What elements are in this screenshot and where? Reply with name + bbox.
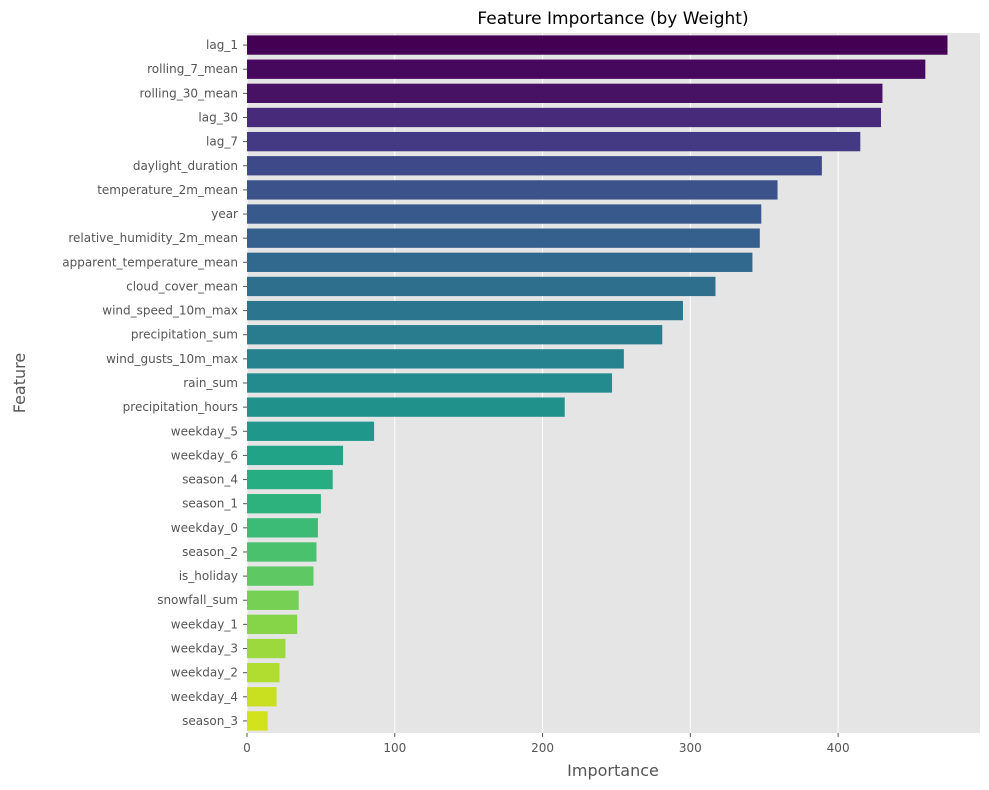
bar-year [247, 204, 762, 224]
y-tick-label: rolling_30_mean [139, 86, 238, 100]
bar-weekday_6 [247, 445, 344, 466]
y-tick-label: temperature_2m_mean [97, 183, 238, 197]
y-tick-label: season_3 [182, 714, 238, 728]
y-tick-label: precipitation_sum [131, 328, 238, 342]
bar-season_3 [247, 711, 268, 731]
y-tick-labels: lag_1 rolling_7_mean rolling_30_mean lag_30… [62, 38, 247, 728]
x-tick-label: 400 [827, 741, 850, 755]
chart-title: Feature Importance (by Weight) [477, 9, 748, 29]
bar-precipitation_hours [247, 397, 565, 417]
bar-season_1 [247, 494, 321, 514]
y-tick-label: apparent_temperature_mean [62, 255, 238, 269]
y-tick-label: season_2 [182, 545, 238, 559]
bar-wind_speed_10m_max [247, 300, 683, 321]
bar-weekday_1 [247, 614, 298, 635]
y-tick-label: season_4 [182, 473, 238, 487]
x-axis-title: Importance [567, 761, 659, 780]
bar-precipitation_sum [247, 325, 663, 345]
y-tick-label: wind_speed_10m_max [102, 304, 238, 318]
bar-rain_sum [247, 373, 613, 393]
y-tick-label: is_holiday [179, 569, 238, 583]
bar-lag_30 [247, 107, 881, 128]
y-tick-label: wind_gusts_10m_max [106, 352, 238, 366]
y-tick-label: weekday_3 [171, 642, 238, 656]
bar-weekday_5 [247, 421, 375, 441]
x-tick-labels: 0 100 200 300 400 [243, 733, 850, 755]
y-tick-label: cloud_cover_mean [126, 279, 238, 293]
y-tick-label: snowfall_sum [157, 593, 238, 607]
y-tick-label: rolling_7_mean [147, 62, 238, 76]
y-tick-label: daylight_duration [133, 159, 238, 173]
bar-apparent_temperature_mean [247, 252, 753, 272]
y-tick-label: weekday_4 [171, 690, 238, 704]
x-tick-label: 100 [383, 741, 406, 755]
y-tick-label: relative_humidity_2m_mean [68, 231, 238, 245]
y-tick-label: lag_1 [206, 38, 238, 52]
bar-daylight_duration [247, 156, 822, 176]
bars [247, 35, 948, 731]
y-tick-label: lag_30 [198, 110, 238, 124]
bar-lag_1 [247, 35, 948, 55]
bar-weekday_2 [247, 663, 280, 683]
y-tick-label: season_1 [182, 497, 238, 511]
bar-rolling_7_mean [247, 59, 926, 79]
x-tick-label: 200 [531, 741, 554, 755]
y-tick-label: weekday_6 [171, 448, 238, 462]
bar-temperature_2m_mean [247, 180, 778, 200]
bar-weekday_4 [247, 687, 277, 707]
bar-weekday_0 [247, 518, 318, 538]
bar-cloud_cover_mean [247, 276, 716, 297]
x-tick-label: 0 [243, 741, 251, 755]
bar-wind_gusts_10m_max [247, 349, 624, 369]
y-tick-label: lag_7 [206, 135, 238, 149]
y-tick-label: weekday_0 [171, 521, 238, 535]
y-axis-title: Feature [10, 353, 29, 413]
bar-is_holiday [247, 566, 314, 586]
bar-season_4 [247, 469, 333, 490]
bar-rolling_30_mean [247, 83, 883, 103]
y-tick-label: weekday_1 [171, 617, 238, 631]
x-tick-label: 300 [679, 741, 702, 755]
y-tick-label: year [211, 207, 238, 221]
bar-weekday_3 [247, 638, 286, 659]
y-tick-label: rain_sum [183, 376, 238, 390]
y-tick-label: weekday_5 [171, 424, 238, 438]
y-tick-label: weekday_2 [171, 666, 238, 680]
bar-relative_humidity_2m_mean [247, 228, 760, 248]
bar-lag_7 [247, 131, 861, 152]
bar-season_2 [247, 542, 317, 562]
bar-snowfall_sum [247, 590, 299, 610]
y-tick-label: precipitation_hours [123, 400, 238, 414]
